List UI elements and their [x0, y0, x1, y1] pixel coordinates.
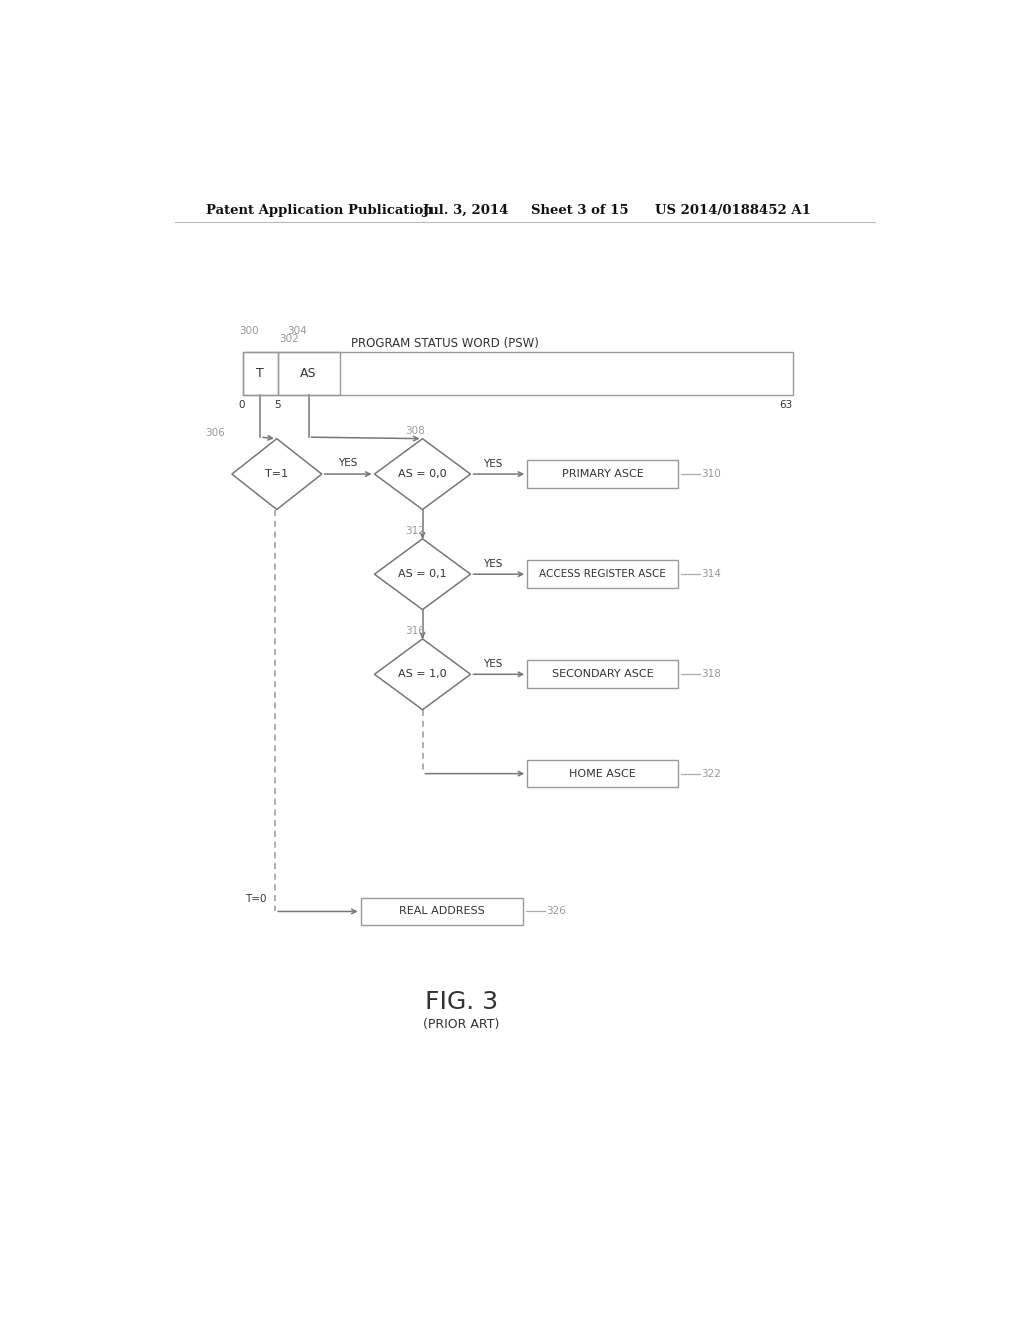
Text: ACCESS REGISTER ASCE: ACCESS REGISTER ASCE [540, 569, 667, 579]
Polygon shape [375, 438, 471, 510]
Text: AS = 1,0: AS = 1,0 [398, 669, 446, 680]
Text: 63: 63 [779, 400, 793, 409]
Bar [243, 352, 278, 395]
Text: 326: 326 [546, 907, 565, 916]
Text: 310: 310 [700, 469, 721, 479]
Text: 312: 312 [404, 527, 425, 536]
Text: 306: 306 [205, 428, 224, 437]
Bar [527, 660, 678, 688]
Polygon shape [375, 639, 471, 710]
Text: T: T [256, 367, 264, 380]
Text: REAL ADDRESS: REAL ADDRESS [399, 907, 484, 916]
Bar [360, 898, 523, 925]
Text: Patent Application Publication: Patent Application Publication [206, 205, 432, 218]
Text: 304: 304 [287, 326, 306, 335]
Polygon shape [231, 438, 322, 510]
Text: AS = 0,0: AS = 0,0 [398, 469, 446, 479]
Text: 0: 0 [238, 400, 245, 409]
Polygon shape [375, 539, 471, 610]
Text: FIG. 3: FIG. 3 [425, 990, 498, 1014]
Text: T=0: T=0 [245, 894, 266, 904]
Text: 302: 302 [280, 334, 299, 343]
Text: 316: 316 [404, 626, 425, 636]
Bar [243, 352, 793, 395]
Text: 314: 314 [700, 569, 721, 579]
Bar [527, 760, 678, 788]
Text: T=1: T=1 [265, 469, 289, 479]
Text: 5: 5 [274, 400, 281, 409]
Text: 318: 318 [700, 669, 721, 680]
Text: YES: YES [338, 458, 357, 469]
Bar [278, 352, 340, 395]
Text: Sheet 3 of 15: Sheet 3 of 15 [531, 205, 629, 218]
Bar [527, 560, 678, 589]
Bar [527, 461, 678, 488]
Text: US 2014/0188452 A1: US 2014/0188452 A1 [655, 205, 811, 218]
Text: PRIMARY ASCE: PRIMARY ASCE [562, 469, 643, 479]
Text: 300: 300 [239, 326, 258, 335]
Text: YES: YES [482, 659, 502, 669]
Text: AS = 0,1: AS = 0,1 [398, 569, 446, 579]
Text: SECONDARY ASCE: SECONDARY ASCE [552, 669, 653, 680]
Text: YES: YES [482, 459, 502, 469]
Text: 308: 308 [404, 426, 425, 436]
Text: 322: 322 [700, 768, 721, 779]
Text: AS: AS [300, 367, 316, 380]
Text: YES: YES [482, 560, 502, 569]
Text: Jul. 3, 2014: Jul. 3, 2014 [423, 205, 508, 218]
Text: (PRIOR ART): (PRIOR ART) [423, 1018, 500, 1031]
Text: HOME ASCE: HOME ASCE [569, 768, 636, 779]
Text: PROGRAM STATUS WORD (PSW): PROGRAM STATUS WORD (PSW) [351, 337, 539, 350]
